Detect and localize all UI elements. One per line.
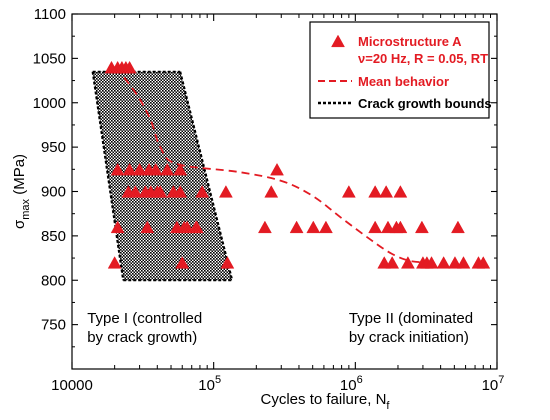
data-point [122, 162, 137, 176]
data-point [175, 256, 190, 269]
y-tick-label: 1000 [33, 95, 66, 112]
y-tick-label: 850 [41, 228, 66, 245]
data-point [173, 185, 188, 198]
y-tick-label: 950 [41, 139, 66, 156]
data-point [379, 185, 394, 198]
y-tick-label: 800 [41, 272, 66, 289]
data-point [110, 220, 125, 234]
legend-label-mean: Mean behavior [358, 74, 449, 89]
data-point [195, 185, 210, 198]
data-point [140, 220, 155, 234]
legend: Microstructure A ν=20 Hz, R = 0.05, RT Mea… [309, 21, 492, 119]
data-point [318, 220, 333, 234]
annotation-1-line-1: Type I (controlled [87, 310, 202, 327]
x-tick-label: 105 [198, 374, 221, 394]
data-point [368, 220, 383, 234]
data-points [104, 60, 491, 269]
data-point [381, 220, 395, 234]
y-tick-label: 750 [41, 317, 66, 334]
data-point [264, 185, 279, 198]
data-point [122, 60, 137, 74]
data-point [110, 162, 125, 176]
legend-sublabel-conditions: ν=20 Hz, R = 0.05, RT [358, 51, 488, 66]
data-point [436, 256, 451, 269]
data-point [341, 185, 356, 198]
axes: 750 800 850 900 950 1000 1050 1100 10000 105 106 10… [11, 6, 504, 412]
data-point [218, 185, 233, 198]
data-point [476, 256, 491, 269]
y-tick-label: 900 [41, 184, 66, 201]
data-point [424, 256, 439, 269]
legend-triangle-marker [331, 34, 345, 48]
mean-behavior-curve [115, 66, 427, 264]
data-point [132, 162, 147, 176]
y-tick-label: 1100 [34, 6, 66, 23]
legend-label-microstructure: Microstructure A [358, 34, 462, 49]
data-point [289, 220, 304, 234]
data-point [270, 162, 284, 176]
data-point [400, 256, 415, 269]
y-axis-label: σmax (MPa) [11, 154, 32, 229]
data-point [148, 162, 163, 176]
data-point [128, 185, 143, 198]
data-point [257, 220, 272, 234]
data-point [180, 220, 195, 234]
x-tick-label: 106 [340, 374, 363, 394]
data-point [173, 162, 188, 176]
data-point [189, 220, 204, 234]
data-point [393, 185, 408, 198]
data-point [414, 220, 429, 234]
data-point [220, 256, 235, 269]
mean-behavior-line [115, 66, 427, 264]
data-point [153, 185, 168, 198]
annotations: Type I (controlled by crack growth) Type I… [87, 310, 473, 346]
data-point [456, 256, 471, 269]
data-point [107, 256, 122, 269]
annotation-1-line-2: by crack growth) [87, 329, 197, 346]
data-point [160, 162, 175, 176]
data-point [448, 256, 462, 269]
x-tick-label: 107 [482, 374, 505, 394]
legend-label-bounds: Crack growth bounds [358, 96, 492, 111]
data-point [306, 220, 321, 234]
data-point [393, 220, 408, 234]
crack-growth-bound-right [179, 71, 234, 281]
crack-growth-bound-left [91, 71, 125, 281]
annotation-2-line-1: Type II (dominated [349, 310, 473, 327]
data-point [451, 220, 465, 234]
x-axis-label: Cycles to failure, Nf [261, 391, 391, 412]
x-tick-label: 10000 [51, 377, 93, 394]
data-point [368, 185, 383, 198]
y-tick-label: 1050 [33, 50, 66, 67]
annotation-2-line-2: by crack initiation) [349, 329, 469, 346]
data-point [385, 256, 400, 269]
